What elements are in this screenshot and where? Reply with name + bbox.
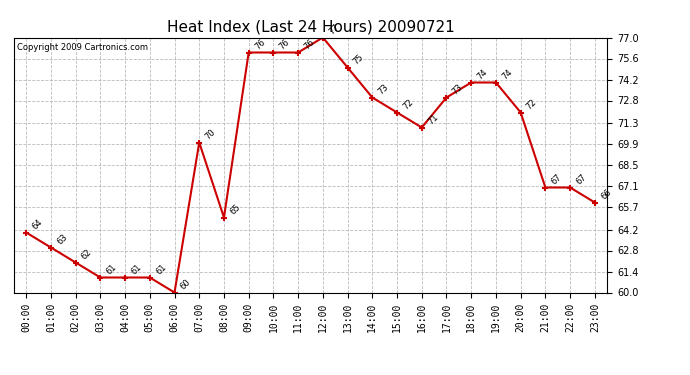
Text: 72: 72 xyxy=(525,98,539,112)
Text: 74: 74 xyxy=(475,68,489,82)
Text: 66: 66 xyxy=(599,188,613,202)
Text: 61: 61 xyxy=(154,263,168,277)
Title: Heat Index (Last 24 Hours) 20090721: Heat Index (Last 24 Hours) 20090721 xyxy=(166,20,455,35)
Text: 61: 61 xyxy=(104,263,119,277)
Text: 77: 77 xyxy=(327,23,341,37)
Text: 73: 73 xyxy=(451,83,464,97)
Text: 76: 76 xyxy=(277,38,292,52)
Text: 75: 75 xyxy=(352,53,366,67)
Text: 67: 67 xyxy=(574,173,589,187)
Text: 64: 64 xyxy=(30,218,44,232)
Text: 67: 67 xyxy=(549,173,564,187)
Text: 70: 70 xyxy=(204,128,217,142)
Text: 72: 72 xyxy=(401,98,415,112)
Text: 60: 60 xyxy=(179,278,193,292)
Text: 63: 63 xyxy=(55,233,69,247)
Text: 65: 65 xyxy=(228,203,242,217)
Text: 74: 74 xyxy=(500,68,514,82)
Text: 76: 76 xyxy=(253,38,267,52)
Text: 73: 73 xyxy=(377,83,391,97)
Text: 61: 61 xyxy=(129,263,143,277)
Text: 62: 62 xyxy=(80,248,94,262)
Text: 76: 76 xyxy=(302,38,316,52)
Text: Copyright 2009 Cartronics.com: Copyright 2009 Cartronics.com xyxy=(17,43,148,52)
Text: 71: 71 xyxy=(426,113,440,127)
